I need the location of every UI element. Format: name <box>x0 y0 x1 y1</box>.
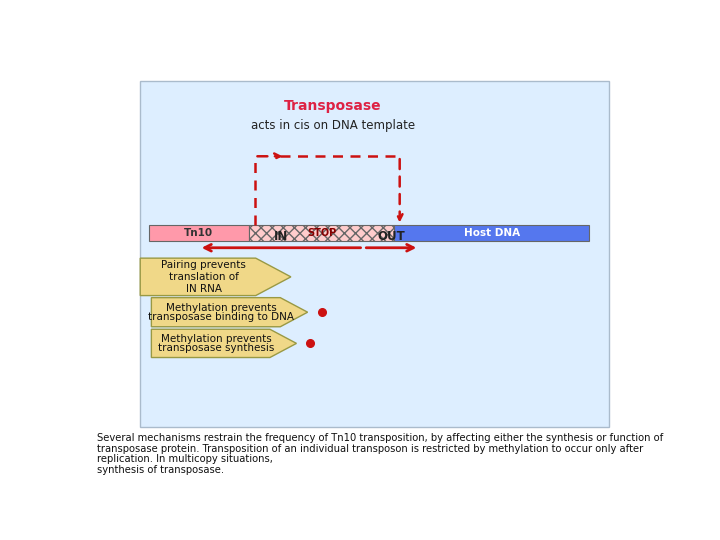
Text: Tn10: Tn10 <box>184 228 213 238</box>
Text: acts in cis on DNA template: acts in cis on DNA template <box>251 119 415 132</box>
Text: transposase binding to DNA: transposase binding to DNA <box>148 312 294 322</box>
Text: Several mechanisms restrain the frequency of Tn10 transposition, by affecting ei: Several mechanisms restrain the frequenc… <box>96 433 663 443</box>
Text: Transposase: Transposase <box>284 99 382 113</box>
Text: translation of: translation of <box>168 272 238 282</box>
Text: STOP: STOP <box>307 228 336 238</box>
Text: transposase protein. Transposition of an individual transposon is restricted by : transposase protein. Transposition of an… <box>96 443 643 454</box>
Bar <box>249 225 394 241</box>
Text: IN RNA: IN RNA <box>186 284 222 294</box>
Bar <box>394 225 590 241</box>
Text: transposase synthesis: transposase synthesis <box>158 343 274 353</box>
Bar <box>140 82 609 427</box>
Bar <box>148 225 249 241</box>
Text: replication. In multicopy situations,: replication. In multicopy situations, <box>96 454 276 464</box>
Polygon shape <box>151 329 297 357</box>
Text: synthesis of transposase.: synthesis of transposase. <box>96 465 224 475</box>
Text: IN: IN <box>274 230 288 243</box>
Text: Host DNA: Host DNA <box>464 228 520 238</box>
Text: Methylation prevents: Methylation prevents <box>161 334 271 344</box>
Text: Methylation prevents: Methylation prevents <box>166 302 276 313</box>
Polygon shape <box>140 258 291 295</box>
Text: Pairing prevents: Pairing prevents <box>161 260 246 270</box>
Polygon shape <box>151 298 307 327</box>
Text: OUT: OUT <box>377 230 405 243</box>
